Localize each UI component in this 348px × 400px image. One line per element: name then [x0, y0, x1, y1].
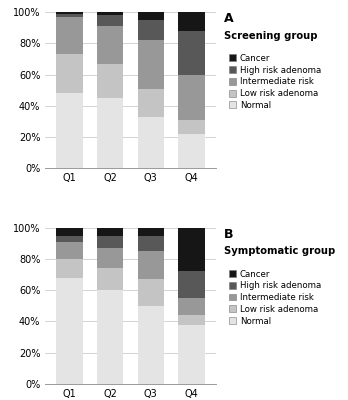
- Bar: [178, 74, 205, 120]
- Bar: [97, 228, 124, 236]
- Bar: [178, 134, 205, 168]
- Bar: [137, 117, 164, 168]
- Bar: [56, 242, 83, 259]
- Text: Symptomatic group: Symptomatic group: [224, 246, 335, 256]
- Bar: [56, 14, 83, 17]
- Legend: Cancer, High risk adenoma, Intermediate risk, Low risk adenoma, Normal: Cancer, High risk adenoma, Intermediate …: [229, 54, 321, 110]
- Bar: [56, 228, 83, 236]
- Bar: [56, 278, 83, 384]
- Bar: [137, 40, 164, 88]
- Bar: [56, 236, 83, 242]
- Bar: [137, 228, 164, 236]
- Bar: [97, 64, 124, 98]
- Text: B: B: [224, 228, 234, 241]
- Bar: [137, 306, 164, 384]
- Bar: [137, 88, 164, 117]
- Bar: [178, 272, 205, 298]
- Bar: [97, 12, 124, 15]
- Bar: [178, 120, 205, 134]
- Bar: [178, 325, 205, 384]
- Text: A: A: [224, 12, 234, 25]
- Bar: [137, 279, 164, 306]
- Bar: [178, 315, 205, 325]
- Bar: [56, 93, 83, 168]
- Bar: [97, 15, 124, 26]
- Bar: [178, 228, 205, 272]
- Bar: [97, 236, 124, 248]
- Bar: [178, 12, 205, 31]
- Bar: [97, 290, 124, 384]
- Bar: [56, 259, 83, 278]
- Legend: Cancer, High risk adenoma, Intermediate risk, Low risk adenoma, Normal: Cancer, High risk adenoma, Intermediate …: [229, 270, 321, 326]
- Bar: [137, 251, 164, 279]
- Bar: [97, 26, 124, 64]
- Bar: [97, 248, 124, 268]
- Bar: [56, 12, 83, 14]
- Bar: [137, 236, 164, 251]
- Bar: [97, 268, 124, 290]
- Bar: [178, 298, 205, 315]
- Bar: [178, 31, 205, 74]
- Bar: [97, 98, 124, 168]
- Bar: [56, 17, 83, 54]
- Text: Screening group: Screening group: [224, 31, 318, 41]
- Bar: [56, 54, 83, 93]
- Bar: [137, 20, 164, 40]
- Bar: [137, 12, 164, 20]
